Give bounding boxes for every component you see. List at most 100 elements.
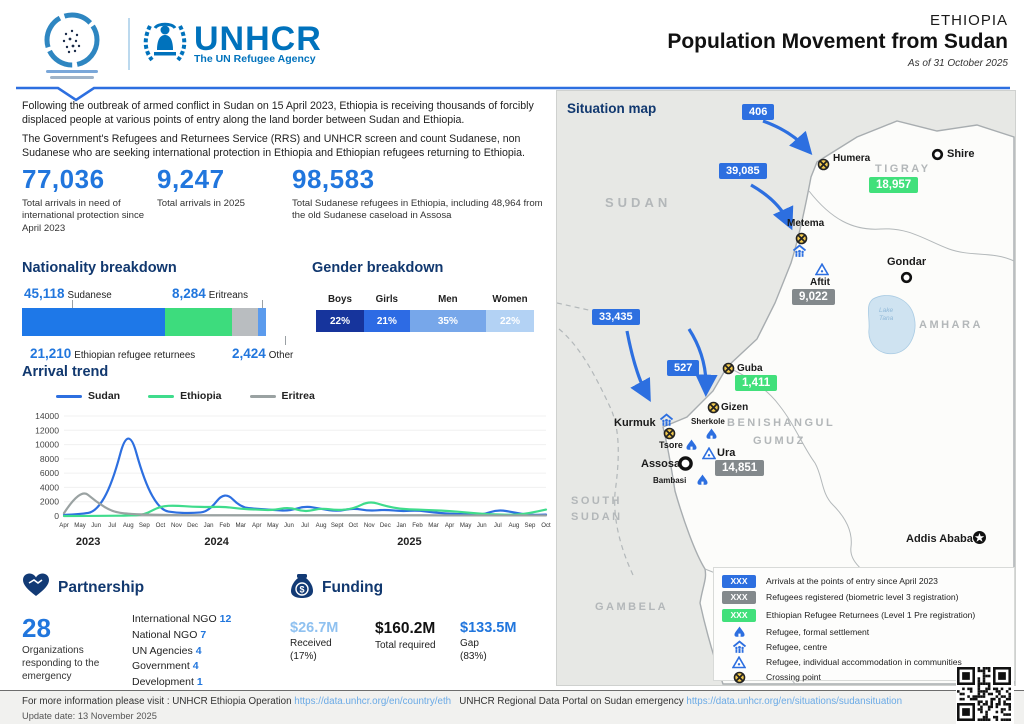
svg-text:10000: 10000 <box>35 440 59 450</box>
gender-label-boys: Boys <box>327 294 352 305</box>
svg-text:Nov: Nov <box>171 522 183 529</box>
gender-segment-men: 35% <box>409 310 487 332</box>
partnership-row-value: 1 <box>196 676 203 688</box>
legend-row: Crossing point <box>722 670 821 684</box>
key-figure-value: 98,583 <box>292 164 375 194</box>
svg-text:Oct: Oct <box>348 522 358 529</box>
legend-text: Refugees registered (biometric level 3 r… <box>766 592 959 602</box>
partnership-row: Development 1 <box>132 676 203 688</box>
header-country: ETHIOPIA <box>929 12 1008 29</box>
site-label-addis-ababa: Addis Ababa <box>906 533 973 545</box>
trend-series-eritrea <box>62 492 548 517</box>
key-figure: 9,247 Total arrivals in 2025 <box>157 164 292 235</box>
svg-text:Feb: Feb <box>219 522 230 529</box>
legend-text: Crossing point <box>766 672 821 682</box>
gender-segment-women: 22% <box>486 310 534 332</box>
gender-label-girls: Girls <box>375 294 398 305</box>
funding-label: Received <box>290 638 332 649</box>
legend-row: Refugee, centre <box>722 640 827 654</box>
partnership-row: Government 4 <box>132 660 199 673</box>
nationality-label-value: 21,210 <box>30 346 72 361</box>
addis-ababa-capital-icon <box>972 530 986 544</box>
svg-text:Jun: Jun <box>477 522 487 529</box>
site-label-metema: Metema <box>787 218 825 229</box>
key-figure: 77,036 Total arrivals in need of internat… <box>22 164 157 235</box>
gender-labels: Boys Girls Men Women <box>316 294 534 305</box>
map-geography <box>557 119 1015 685</box>
gender-label-women: Women <box>492 294 528 305</box>
key-figure-value: 77,036 <box>22 164 105 194</box>
funding-pct: (83%) <box>460 651 487 662</box>
legend-accommodation-icon <box>722 655 756 669</box>
svg-text:2000: 2000 <box>40 497 59 507</box>
svg-text:Jun: Jun <box>284 522 294 529</box>
page-title: Population Movement from Sudan <box>667 30 1008 53</box>
returnee-badge: 1,411 <box>735 375 778 391</box>
trend-legend-swatch <box>249 394 276 398</box>
footer-link-eth[interactable]: https://data.unhcr.org/en/country/eth <box>294 696 452 707</box>
site-label-gizen: Gizen <box>721 402 749 413</box>
leader-line <box>262 300 263 308</box>
funding-pct: (17%) <box>290 651 317 662</box>
site-label-ura: Ura <box>717 447 736 459</box>
footer-link-sudan[interactable]: https://data.unhcr.org/en/situations/sud… <box>686 696 903 707</box>
map-legend: XXX Arrivals at the points of entry since… <box>713 567 1015 684</box>
trend-legend-label: Sudan <box>88 390 121 402</box>
partnership-row-value: 12 <box>219 613 232 625</box>
nationality-segment-eritreans <box>232 308 259 336</box>
gender-bar: 22% 21% 35% 22% <box>316 310 534 332</box>
site-crossing-icon <box>663 427 677 441</box>
registered-badge: 14,851 <box>715 460 765 476</box>
key-figure: 98,583 Total Sudanese refugees in Ethiopi… <box>292 164 548 235</box>
legend-text: Arrivals at the points of entry since Ap… <box>766 576 938 586</box>
svg-text:2024: 2024 <box>204 536 229 548</box>
returnee-badge: 18,957 <box>869 177 919 193</box>
arrow-to-metema <box>750 183 794 231</box>
unhcr-emblem-icon <box>142 16 188 73</box>
nationality-bar <box>22 308 266 336</box>
svg-text:Aug: Aug <box>508 522 519 529</box>
svg-text:Aug: Aug <box>316 522 327 529</box>
footer-update-date: Update date: 13 November 2025 <box>22 711 157 721</box>
trend-series-sudan <box>62 437 548 517</box>
region-label-sudan: SUDAN <box>605 195 672 210</box>
qr-code <box>956 666 1014 724</box>
site-label-sherkole: Sherkole <box>691 417 725 426</box>
svg-text:Oct: Oct <box>541 522 551 529</box>
funding-item: $160.2M Total required <box>375 620 460 662</box>
svg-text:4000: 4000 <box>40 482 59 492</box>
svg-text:Feb: Feb <box>412 522 423 529</box>
assosa-town-lg-icon <box>677 455 693 471</box>
trend-legend-item-ethiopia: Ethiopia <box>148 390 222 402</box>
aftit-accommodation-icon <box>814 262 830 277</box>
svg-text:May: May <box>74 522 86 529</box>
gender-breakdown: Gender breakdown Boys Girls Men Women 22% 21… <box>312 260 534 360</box>
intro-paragraph-2: The Government's Refugees and Returnees … <box>22 132 525 159</box>
arrival-trend: Arrival trend Sudan Ethiopia Eritrea 0 2000… <box>22 364 556 564</box>
intro-paragraph-1: Following the outbreak of armed conflict… <box>22 100 534 126</box>
arrival-badge: 33,435 <box>592 309 640 325</box>
svg-text:Sep: Sep <box>139 522 150 529</box>
svg-text:14000: 14000 <box>35 411 59 421</box>
svg-text:Aug: Aug <box>123 522 134 529</box>
registered-badge: 9,022 <box>792 289 835 305</box>
arrow-to-kurmuk <box>625 330 651 403</box>
svg-text:Sept: Sept <box>331 522 344 529</box>
site-centre-icon <box>792 244 807 258</box>
nationality-label: 2,424 Other <box>232 346 294 361</box>
trend-legend-item-sudan: Sudan <box>56 390 120 402</box>
svg-text:Mar: Mar <box>428 522 439 529</box>
tsore-settlement-icon <box>685 438 699 452</box>
ura-accommodation-icon <box>701 446 717 461</box>
trend-legend-item-eritrea: Eritrea <box>249 390 315 402</box>
nationality-segment-ethiopian-refugee-returnees <box>164 308 233 336</box>
nationality-title: Nationality breakdown <box>22 260 177 276</box>
footer-text-1: For more information please visit : UNHC… <box>22 696 292 707</box>
site-label-shire: Shire <box>947 148 975 160</box>
footer-text-2: UNHCR Regional Data Portal on Sudan emer… <box>459 696 684 707</box>
nationality-segment-sudanese <box>22 308 165 336</box>
svg-text:Dec: Dec <box>187 522 198 529</box>
svg-text:Jul: Jul <box>301 522 309 529</box>
svg-text:Mar: Mar <box>235 522 246 529</box>
